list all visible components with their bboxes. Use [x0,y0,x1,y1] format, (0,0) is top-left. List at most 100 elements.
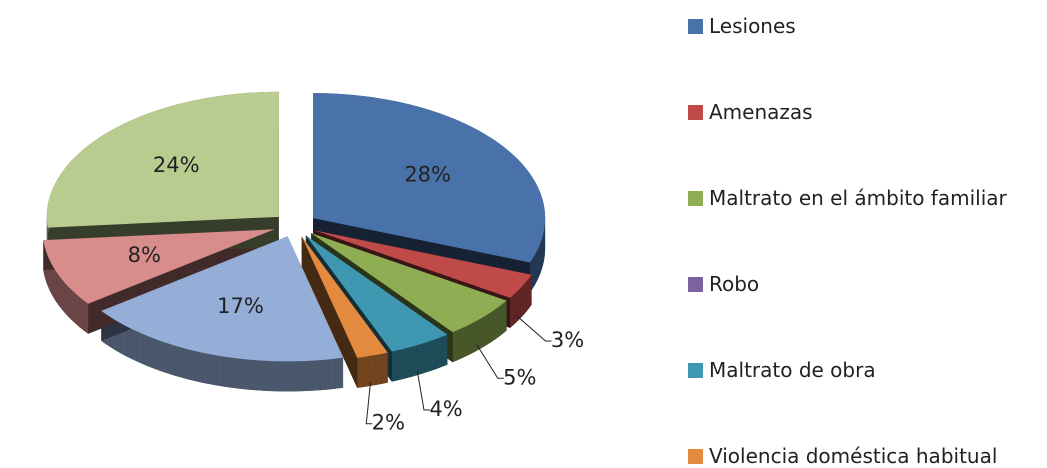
slice-side-face [283,361,291,392]
slice-side-face [188,349,195,382]
slice-side-face [479,316,485,350]
legend-item: Robo [688,265,1047,304]
slice-side-face [502,300,507,334]
slice-side-face [58,275,62,310]
slice-side-face [542,234,544,269]
slice-side-face [429,339,436,372]
slice-side-face [513,291,518,325]
slice-side-face [328,358,336,390]
slice-side-face [313,360,321,391]
leader-line [515,314,552,342]
slice-side-face [290,361,299,392]
slice-side-face [458,327,464,360]
slice-side-face [411,345,418,377]
slice-side-face [510,294,514,328]
slice-side-face [537,246,540,281]
slice-side-face [520,284,524,319]
slice-side-face [245,359,253,390]
slice-side-face [83,300,89,334]
slice-side-face [230,357,239,389]
slice-side-face [489,310,494,344]
slice-side-face [174,345,182,378]
slice-side-face [544,225,545,261]
slice-side-face [417,343,424,376]
slice-side-face [305,360,314,391]
slice-side-face [161,341,169,374]
data-label: 5% [503,365,536,389]
legend-swatch [688,19,703,34]
slice [301,236,388,358]
legend-label: Robo [709,272,760,296]
slice-side-face [484,313,490,347]
slice-side-face [423,341,430,374]
slice-side-face [298,360,306,392]
legend-item: Maltrato en el ámbito familiar [688,179,1047,218]
slice-side-face [463,324,470,358]
slice [46,91,279,228]
slice-side-face [404,346,412,379]
slice-side-face [498,303,503,338]
slice-side-face [452,329,459,363]
slice-side-face [155,339,162,372]
slice [313,93,546,263]
leader-line [416,370,430,411]
slice-side-face [131,328,138,362]
slice-side-face [223,356,231,388]
slice-side-face [526,278,530,312]
legend-label: Lesiones [709,14,796,38]
legend-item: Amenazas [688,93,1047,132]
data-label: 8% [128,243,161,267]
slice-side-face [435,336,442,370]
data-label: 3% [551,328,584,352]
legend-swatch [688,277,703,292]
slice [101,236,344,362]
slice [311,233,507,333]
slice-side-face [357,357,364,388]
slice-side-face [474,319,480,352]
slice [43,229,275,304]
slice-side-face [275,361,284,392]
slice-side-face [517,288,521,322]
slice-side-face [539,242,541,277]
slice-side-face [543,230,545,265]
slice [305,235,448,352]
slice-side-face [252,359,261,391]
slice-side-face [209,354,217,386]
legend-label: Violencia doméstica habitual [709,444,998,468]
data-label: 17% [217,294,264,318]
slice-side-face [68,286,72,321]
slice-side-face [61,279,65,313]
slice-side-face [375,353,382,385]
slice-side-face [51,263,54,298]
legend-label: Amenazas [709,100,813,124]
slice-side-face [168,343,175,376]
slice-side-face [529,274,532,309]
slice-side-face [369,354,376,387]
slice-side-face [535,250,538,285]
legend-swatch [688,449,703,464]
slice-side-face [335,357,344,389]
leader-line [476,344,504,379]
slice-side-face [532,254,536,289]
slice-side-face [238,358,246,390]
legend-swatch [688,105,703,120]
slice-side-face [441,334,448,367]
legend-item: Lesiones [688,7,1047,46]
data-label: 4% [429,397,462,421]
slice-side-face [75,293,80,328]
legend-item: Violencia doméstica habitual [688,437,1047,468]
pie-plot: 28% 3% 5% 4% 2% 17% 8% 24% [43,91,584,435]
slice-side-face [56,271,59,306]
slice-side-face [260,360,268,391]
legend-swatch [688,363,703,378]
slice-side-face [540,238,543,273]
slice-side-face [53,267,57,302]
legend-label: Maltrato en el ámbito familiar [709,186,1007,210]
slice-side-face [194,351,202,383]
slice-side-face [381,352,388,384]
slice-side-face [201,352,210,385]
leader-line [365,381,373,425]
legend-swatch [688,191,703,206]
slice-side-face [301,236,358,388]
